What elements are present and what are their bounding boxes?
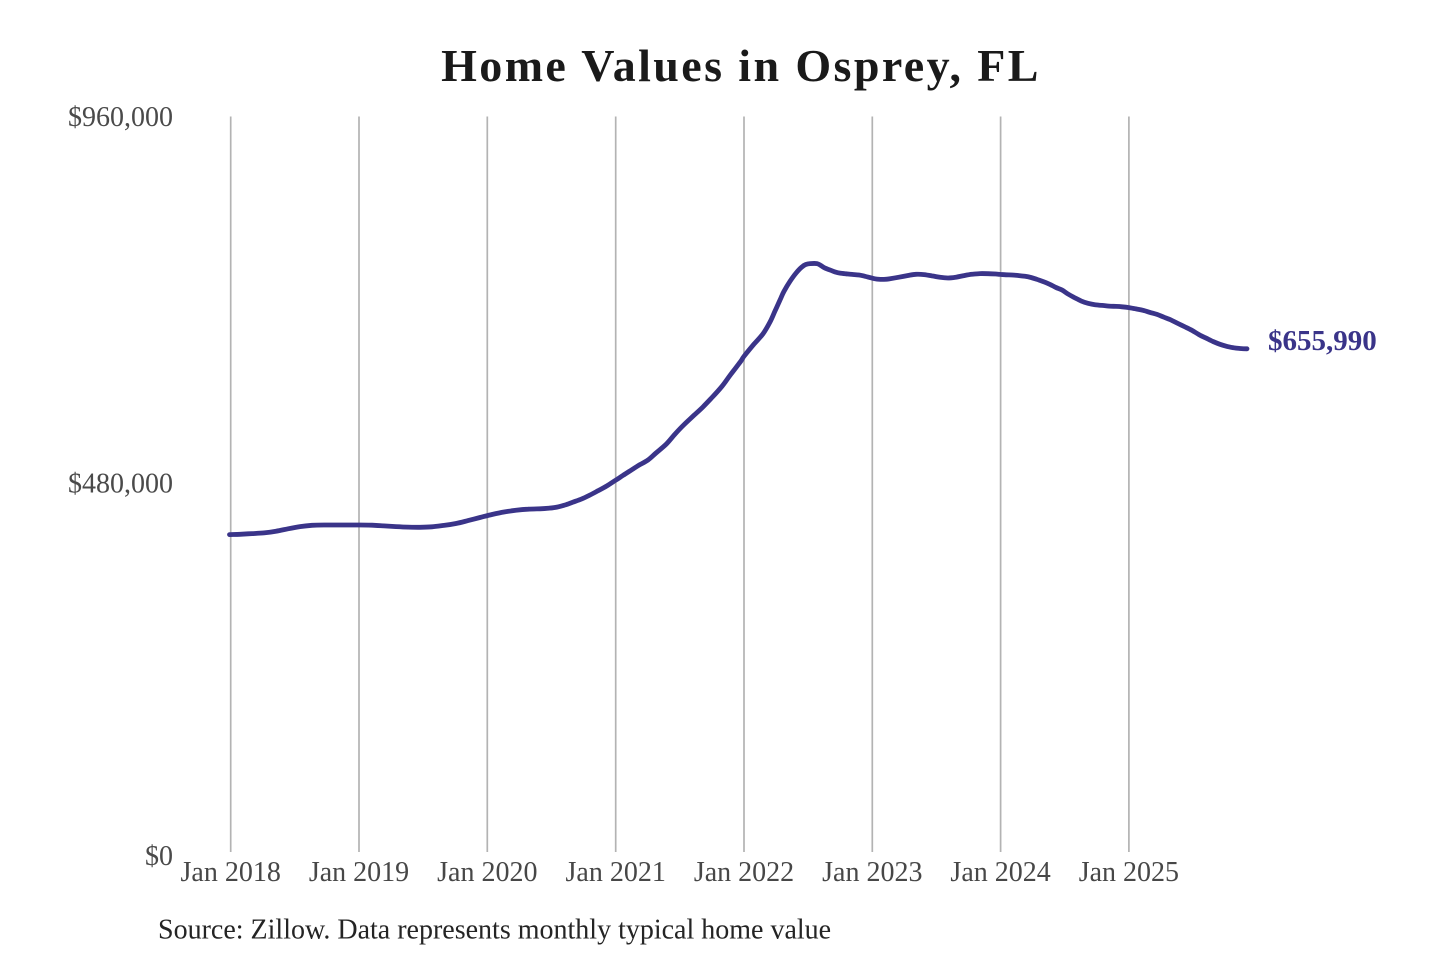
svg-text:Jan 2019: Jan 2019 — [309, 857, 409, 888]
svg-text:$655,990: $655,990 — [1268, 325, 1377, 357]
svg-text:Jan 2023: Jan 2023 — [822, 857, 922, 888]
svg-text:$480,000: $480,000 — [68, 469, 173, 500]
svg-text:$960,000: $960,000 — [68, 102, 173, 133]
svg-text:Jan 2021: Jan 2021 — [566, 857, 666, 888]
svg-text:Home Values in Osprey, FL: Home Values in Osprey, FL — [441, 40, 1041, 91]
svg-text:Jan 2018: Jan 2018 — [181, 857, 281, 888]
svg-text:Jan 2024: Jan 2024 — [950, 857, 1050, 888]
svg-text:Jan 2022: Jan 2022 — [694, 857, 794, 888]
svg-text:Jan 2020: Jan 2020 — [437, 857, 537, 888]
svg-text:$0: $0 — [145, 841, 173, 872]
svg-text:Jan 2025: Jan 2025 — [1079, 857, 1179, 888]
svg-text:Source: Zillow. Data represent: Source: Zillow. Data represents monthly … — [158, 915, 831, 946]
